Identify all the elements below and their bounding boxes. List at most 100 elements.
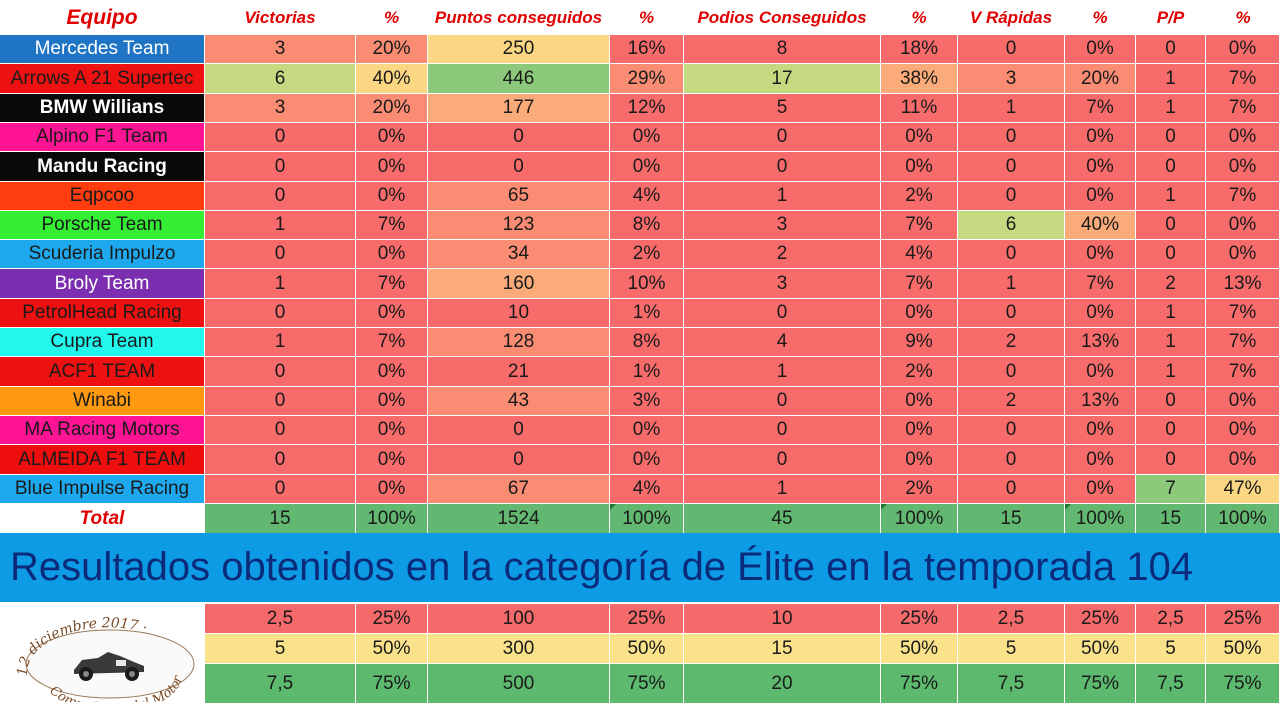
vrapidas-pct-cell[interactable]: 7% (1065, 269, 1135, 298)
vrapidas-pct-cell[interactable]: 20% (1065, 64, 1135, 93)
threshold-victorias-cell[interactable]: 2,5 (205, 604, 355, 633)
threshold-victorias-cell[interactable]: 5 (205, 634, 355, 663)
vrapidas-pct-cell[interactable]: 0% (1065, 445, 1135, 474)
victorias-pct-cell[interactable]: 0% (356, 240, 427, 268)
threshold-podios-cell[interactable]: 15 (684, 634, 880, 663)
victorias-pct-cell[interactable]: 0% (356, 299, 427, 327)
vrapidas-pct-cell[interactable]: 0% (1065, 416, 1135, 444)
team-name-cell[interactable]: Mercedes Team (0, 35, 204, 63)
vrapidas-cell[interactable]: 0 (958, 299, 1064, 327)
victorias-pct-cell[interactable]: 20% (356, 94, 427, 122)
threshold-podios-cell[interactable]: 10 (684, 604, 880, 633)
puntos-cell[interactable]: 67 (428, 475, 609, 503)
threshold-pp-cell[interactable]: 7,5 (1136, 664, 1205, 703)
podios-pct-cell[interactable]: 0% (881, 123, 957, 151)
puntos-pct-cell[interactable]: 2% (610, 240, 683, 268)
podios-cell[interactable]: 0 (684, 152, 880, 181)
podios-pct-cell[interactable]: 2% (881, 182, 957, 210)
pp-cell[interactable]: 1 (1136, 299, 1205, 327)
victorias-cell[interactable]: 0 (205, 445, 355, 474)
victorias-cell[interactable]: 0 (205, 182, 355, 210)
pp-cell[interactable]: 0 (1136, 416, 1205, 444)
victorias-pct-cell[interactable]: 0% (356, 475, 427, 503)
pp-cell[interactable]: 7 (1136, 475, 1205, 503)
victorias-cell[interactable]: 1 (205, 211, 355, 239)
podios-cell[interactable]: 8 (684, 35, 880, 63)
team-name-cell[interactable]: ACF1 TEAM (0, 357, 204, 386)
vrapidas-pct-cell[interactable]: 0% (1065, 299, 1135, 327)
puntos-cell[interactable]: 0 (428, 445, 609, 474)
pp-cell[interactable]: 0 (1136, 387, 1205, 415)
podios-cell[interactable]: 0 (684, 299, 880, 327)
total-podios-pct-cell[interactable]: 100% (881, 504, 957, 534)
victorias-pct-cell[interactable]: 7% (356, 269, 427, 298)
podios-cell[interactable]: 1 (684, 357, 880, 386)
vrapidas-cell[interactable]: 0 (958, 182, 1064, 210)
puntos-cell[interactable]: 43 (428, 387, 609, 415)
vrapidas-cell[interactable]: 1 (958, 94, 1064, 122)
threshold-puntos-cell[interactable]: 500 (428, 664, 609, 703)
pp-pct-cell[interactable]: 7% (1206, 94, 1279, 122)
vrapidas-pct-cell[interactable]: 13% (1065, 387, 1135, 415)
team-name-cell[interactable]: Mandu Racing (0, 152, 204, 181)
threshold-podios-pct-cell[interactable]: 75% (881, 664, 957, 703)
team-name-cell[interactable]: Broly Team (0, 269, 204, 298)
vrapidas-cell[interactable]: 0 (958, 357, 1064, 386)
puntos-pct-cell[interactable]: 0% (610, 416, 683, 444)
vrapidas-cell[interactable]: 2 (958, 387, 1064, 415)
puntos-cell[interactable]: 65 (428, 182, 609, 210)
victorias-pct-cell[interactable]: 0% (356, 387, 427, 415)
podios-cell[interactable]: 17 (684, 64, 880, 93)
victorias-cell[interactable]: 0 (205, 416, 355, 444)
threshold-vrapidas-pct-cell[interactable]: 50% (1065, 634, 1135, 663)
podios-cell[interactable]: 3 (684, 211, 880, 239)
puntos-pct-cell[interactable]: 1% (610, 299, 683, 327)
podios-cell[interactable]: 0 (684, 445, 880, 474)
total-label[interactable]: Total (0, 504, 204, 534)
pp-pct-cell[interactable]: 7% (1206, 357, 1279, 386)
puntos-pct-cell[interactable]: 4% (610, 475, 683, 503)
podios-pct-cell[interactable]: 0% (881, 387, 957, 415)
pp-cell[interactable]: 1 (1136, 328, 1205, 356)
threshold-vrapidas-cell[interactable]: 2,5 (958, 604, 1064, 633)
team-name-cell[interactable]: ALMEIDA F1 TEAM (0, 445, 204, 474)
puntos-cell[interactable]: 177 (428, 94, 609, 122)
threshold-vrapidas-pct-cell[interactable]: 75% (1065, 664, 1135, 703)
threshold-puntos-cell[interactable]: 100 (428, 604, 609, 633)
vrapidas-pct-cell[interactable]: 7% (1065, 94, 1135, 122)
threshold-pp-pct-cell[interactable]: 50% (1206, 634, 1279, 663)
header-vrapidas-pct[interactable]: % (1092, 7, 1108, 27)
victorias-cell[interactable]: 1 (205, 269, 355, 298)
threshold-podios-cell[interactable]: 20 (684, 664, 880, 703)
vrapidas-cell[interactable]: 0 (958, 445, 1064, 474)
victorias-cell[interactable]: 0 (205, 387, 355, 415)
victorias-cell[interactable]: 1 (205, 328, 355, 356)
podios-cell[interactable]: 1 (684, 475, 880, 503)
puntos-cell[interactable]: 123 (428, 211, 609, 239)
victorias-cell[interactable]: 0 (205, 357, 355, 386)
threshold-puntos-pct-cell[interactable]: 25% (610, 604, 683, 633)
threshold-podios-pct-cell[interactable]: 25% (881, 604, 957, 633)
pp-pct-cell[interactable]: 0% (1206, 416, 1279, 444)
podios-pct-cell[interactable]: 11% (881, 94, 957, 122)
puntos-pct-cell[interactable]: 3% (610, 387, 683, 415)
puntos-cell[interactable]: 250 (428, 35, 609, 63)
pp-cell[interactable]: 1 (1136, 64, 1205, 93)
victorias-cell[interactable]: 0 (205, 475, 355, 503)
header-puntos-pct[interactable]: % (638, 7, 655, 27)
podios-pct-cell[interactable]: 2% (881, 475, 957, 503)
threshold-puntos-cell[interactable]: 300 (428, 634, 609, 663)
header-victorias[interactable]: Victorias (244, 7, 316, 27)
pp-pct-cell[interactable]: 0% (1206, 445, 1279, 474)
victorias-cell[interactable]: 0 (205, 152, 355, 181)
puntos-cell[interactable]: 446 (428, 64, 609, 93)
total-pp-pct-cell[interactable]: 100% (1206, 504, 1279, 534)
threshold-vrapidas-cell[interactable]: 5 (958, 634, 1064, 663)
title-banner[interactable]: Resultados obtenidos en la categoría de … (0, 533, 1280, 602)
puntos-cell[interactable]: 0 (428, 152, 609, 181)
total-vrapidas-cell[interactable]: 15 (958, 504, 1064, 534)
total-victorias-pct-cell[interactable]: 100% (356, 504, 427, 534)
podios-pct-cell[interactable]: 7% (881, 211, 957, 239)
pp-pct-cell[interactable]: 7% (1206, 64, 1279, 93)
podios-pct-cell[interactable]: 0% (881, 299, 957, 327)
